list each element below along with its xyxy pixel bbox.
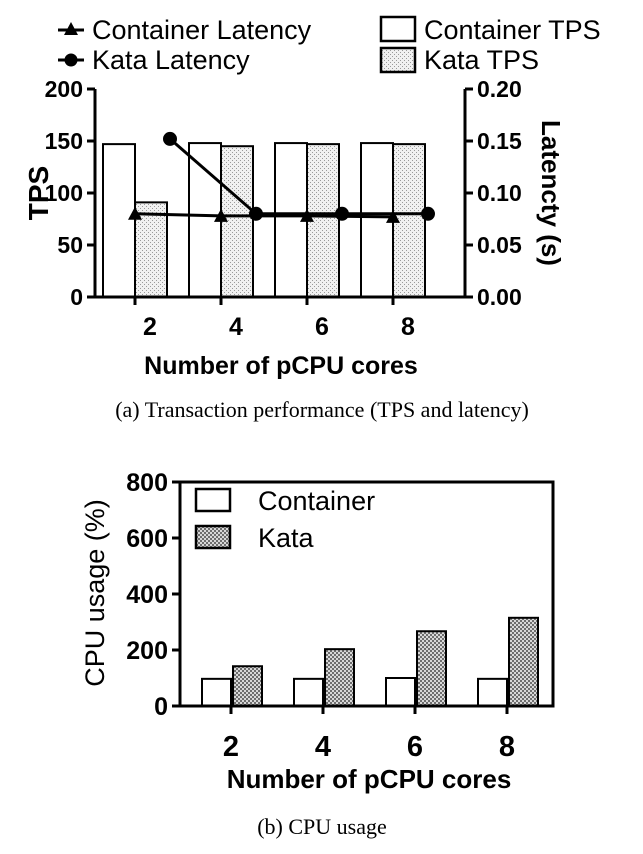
x-tick-label: 8 [499, 731, 515, 763]
container-latency-point [300, 208, 314, 222]
legend-kata-label: Kata [258, 523, 315, 553]
x-tick-label: 8 [401, 313, 415, 341]
y-tick-label: 0 [70, 284, 83, 310]
legend-kata-tps-label: Kata TPS [424, 45, 539, 75]
legend-a: Container Latency Kata Latency Container… [58, 15, 601, 75]
legend-kata-latency-label: Kata Latency [92, 45, 250, 75]
panel-a-y-axis-title: TPS [23, 166, 54, 220]
container-latency-line [134, 212, 394, 219]
y-tick-label: 100 [45, 180, 83, 206]
x-tick-label: 6 [407, 731, 423, 763]
container-latency-point [128, 206, 142, 220]
y-right-tick-label: 0.00 [477, 284, 522, 310]
panel-b-caption: (b) CPU usage [257, 814, 387, 839]
container-latency-point [214, 208, 228, 222]
legend-kata-swatch [194, 524, 232, 550]
container-tps-bar [102, 143, 136, 298]
container-latency-point [386, 209, 400, 223]
x-tick-label: 4 [315, 731, 331, 763]
panel-b-y-axis-title: CPU usage (%) [80, 499, 110, 687]
panel-a-chart: 0 50 100 150 200 0.00 0.05 0.10 0.15 0.20 2 4 6 8 [45, 76, 522, 341]
panel-a-right-axis-title: Latencty (s) [536, 120, 566, 266]
y-tick-label: 0 [154, 693, 168, 721]
y-tick-label: 200 [45, 76, 83, 102]
kata-latency-point [335, 206, 349, 221]
kata-latency-point [421, 206, 435, 221]
x-tick-label: 4 [229, 313, 243, 341]
y-tick-label: 150 [45, 128, 83, 154]
container-cpu-bar [201, 677, 232, 708]
x-tick-label: 2 [223, 731, 239, 763]
circle-marker-icon [64, 53, 78, 67]
kata-latency-point [249, 206, 263, 221]
triangle-marker-icon [64, 22, 78, 35]
legend-container-tps-label: Container TPS [424, 15, 601, 45]
y-tick-label: 600 [126, 525, 168, 553]
panel-b-chart: 0 200 400 600 800 2 4 6 8 [126, 469, 555, 763]
kata-cpu-bar [416, 630, 447, 707]
legend-container-latency-label: Container Latency [92, 15, 312, 45]
panel-b-x-axis-title: Number of pCPU cores [227, 764, 512, 794]
y-tick-label: 400 [126, 581, 168, 609]
panel-a-caption: (a) Transaction performance (TPS and lat… [115, 397, 529, 422]
panel-a-x-axis-title: Number of pCPU cores [144, 352, 418, 380]
y-tick-label: 800 [126, 469, 168, 497]
container-cpu-bar [477, 677, 508, 708]
legend-container-label: Container [258, 486, 375, 516]
legend-container-swatch [194, 487, 232, 513]
y-right-tick-label: 0.10 [477, 180, 522, 206]
y-right-tick-label: 0.15 [477, 128, 522, 154]
y-tick-label: 50 [57, 232, 83, 258]
x-tick-label: 2 [143, 313, 157, 341]
y-right-tick-label: 0.20 [477, 76, 522, 102]
kata-latency-point [163, 131, 177, 146]
legend-container-tps-swatch [379, 15, 417, 43]
y-tick-label: 200 [126, 637, 168, 665]
kata-cpu-bar [232, 665, 263, 707]
container-cpu-bar [293, 677, 324, 708]
legend-kata-tps-swatch [379, 46, 417, 74]
y-right-tick-label: 0.05 [477, 232, 522, 258]
kata-latency-line [169, 137, 428, 216]
kata-cpu-bar [508, 616, 539, 707]
legend-b: Container Kata [194, 486, 375, 553]
x-tick-label: 6 [315, 313, 329, 341]
container-cpu-bar [385, 677, 416, 707]
kata-cpu-bar [324, 648, 355, 707]
